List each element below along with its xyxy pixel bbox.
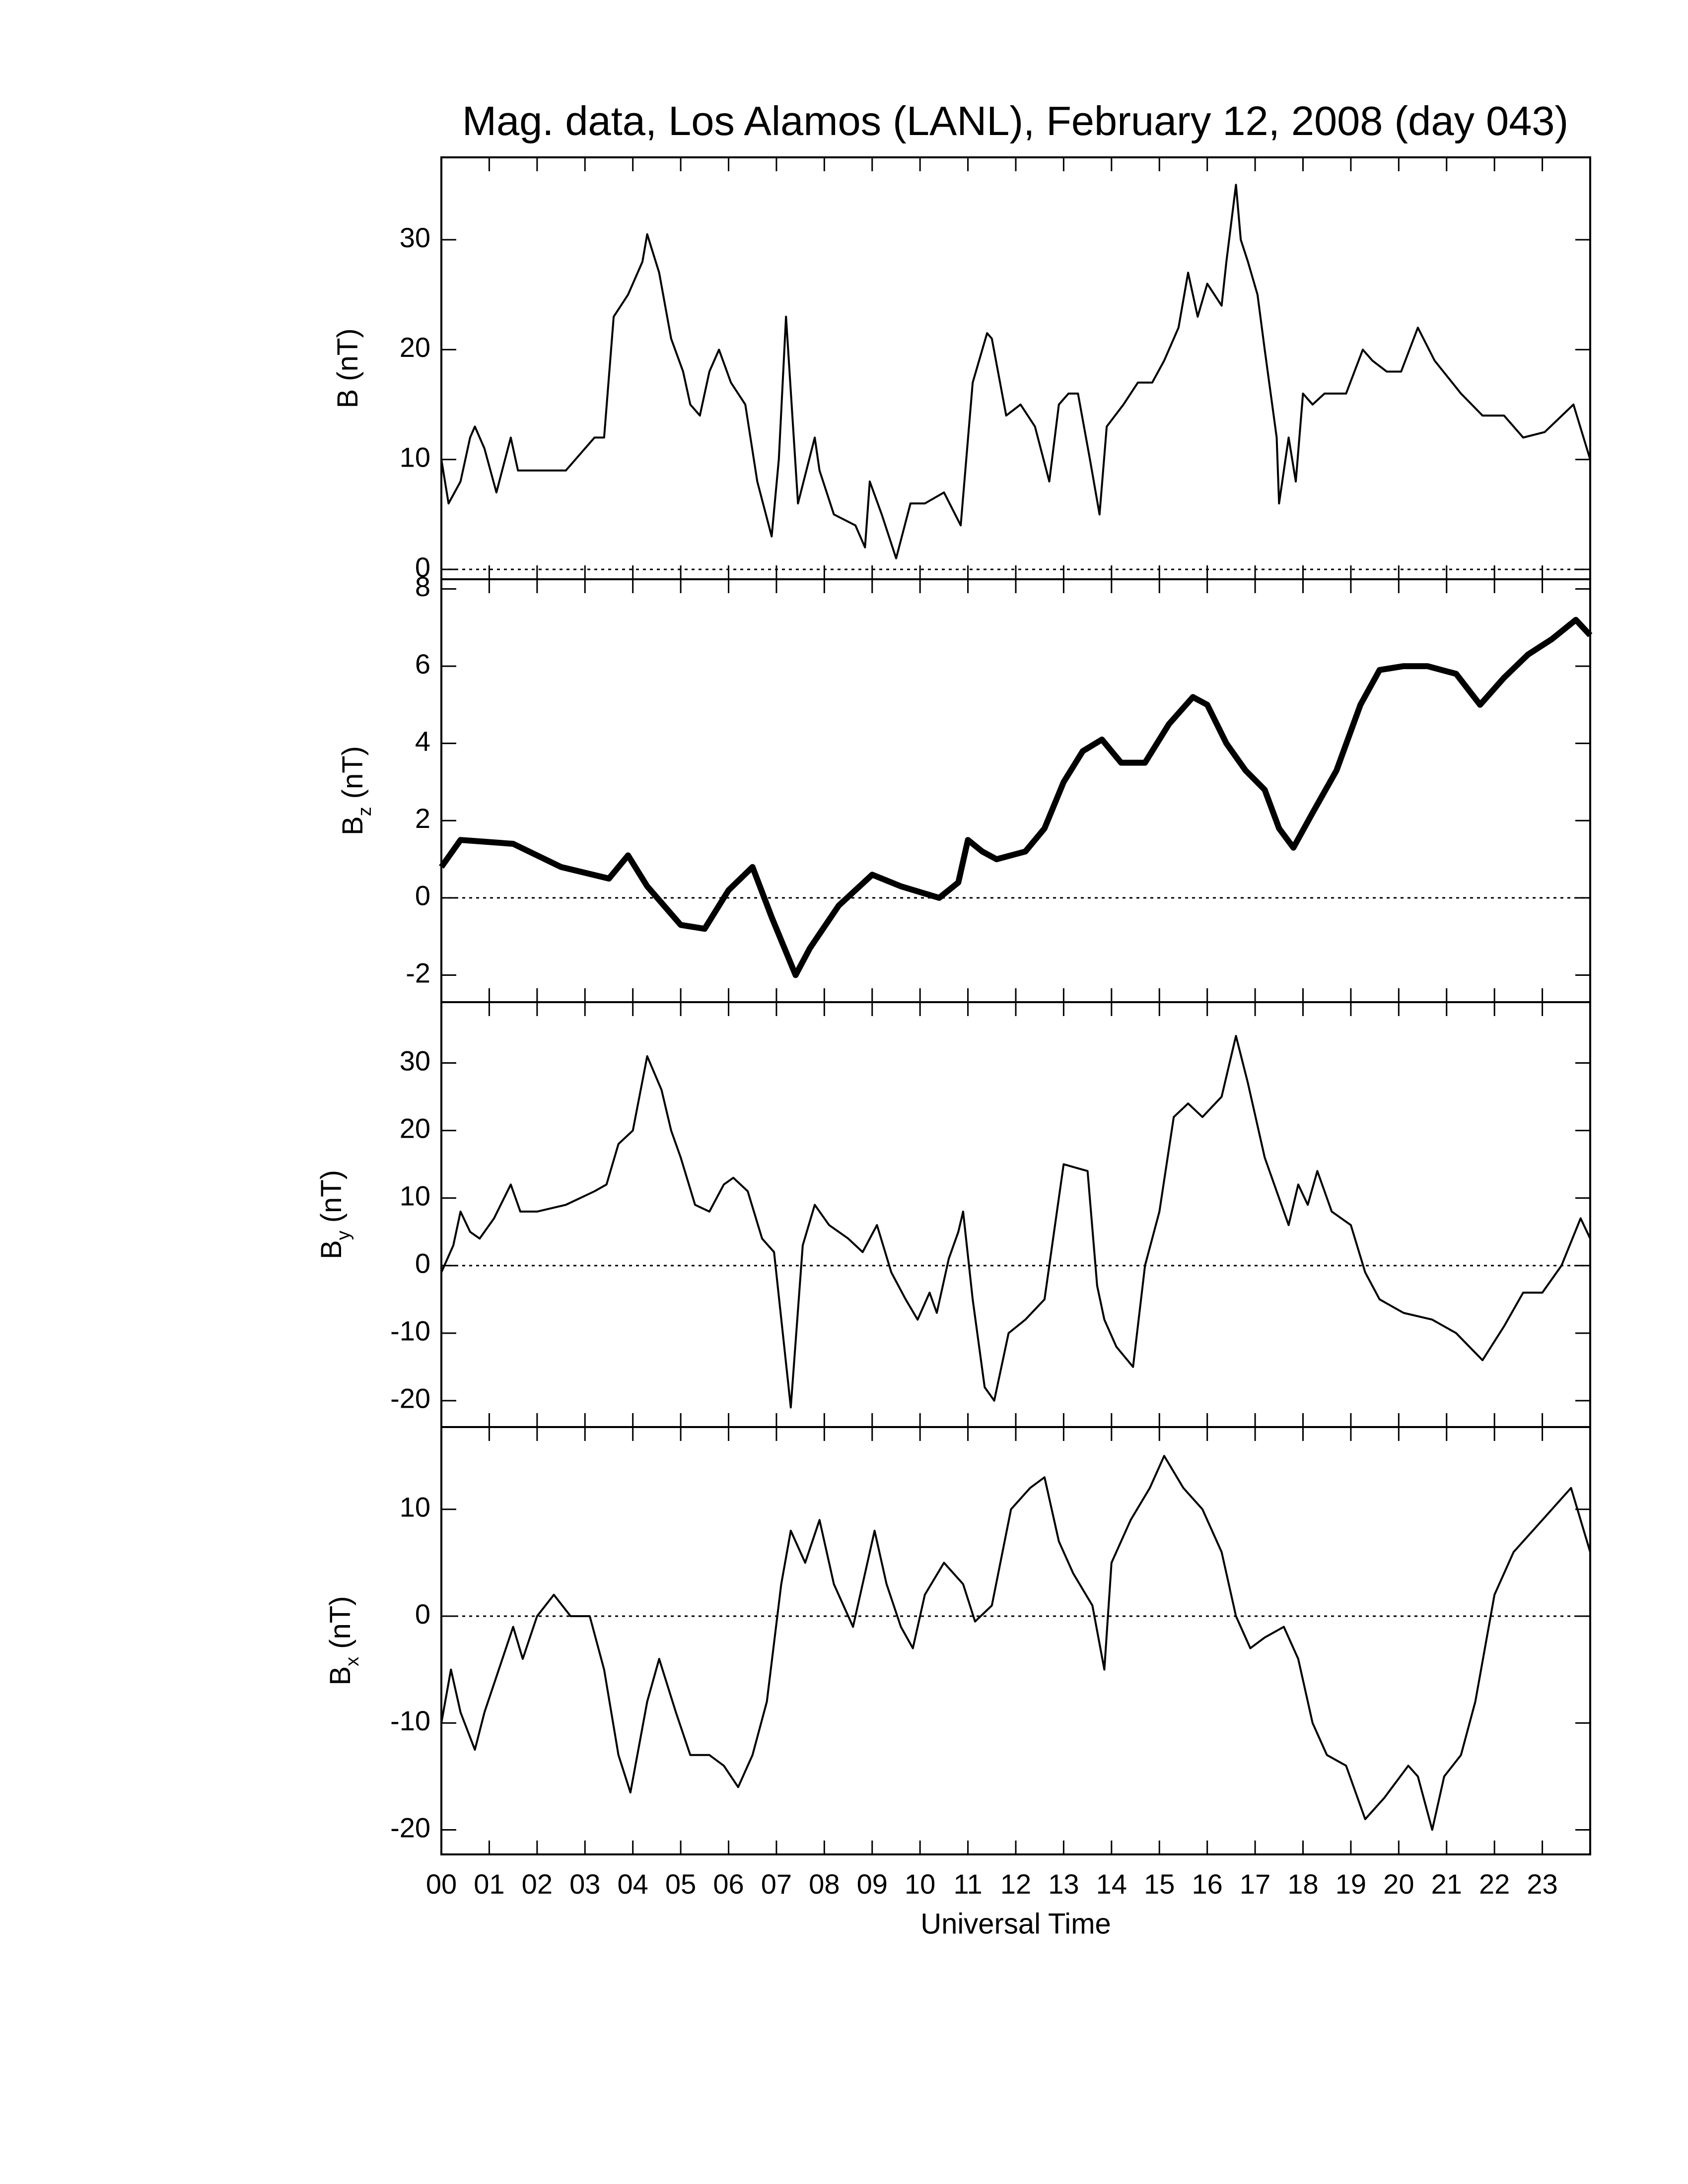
y-tick-label: -10	[390, 1705, 430, 1736]
x-tick-label: 08	[809, 1868, 840, 1900]
y-axis-label-text: B (nT)	[332, 328, 364, 408]
y-tick-label: 20	[400, 332, 430, 363]
data-line	[439, 616, 1593, 978]
x-tick-label: 10	[905, 1868, 935, 1900]
y-label-units: (nT)	[337, 746, 369, 799]
y-tick-label: 10	[400, 442, 430, 473]
x-tick-label: 18	[1287, 1868, 1318, 1900]
y-label-units: (nT)	[315, 1170, 348, 1223]
y-label-subscript: z	[354, 807, 375, 816]
data-line	[440, 1035, 1591, 1409]
x-tick-label: 06	[713, 1868, 744, 1900]
y-tick-label: 20	[400, 1112, 430, 1144]
x-tick-label: 16	[1192, 1868, 1223, 1900]
x-tick-label: 14	[1096, 1868, 1127, 1900]
y-tick-label: 10	[400, 1492, 430, 1523]
y-tick-label: 10	[400, 1180, 430, 1211]
plot-frame	[440, 1426, 1591, 1855]
y-label-symbol: B	[324, 1666, 356, 1686]
y-axis-label: B (nT)	[332, 328, 364, 408]
x-tick-label: 20	[1383, 1868, 1414, 1900]
x-tick-label: 05	[665, 1868, 696, 1900]
x-tick-label: 19	[1336, 1868, 1366, 1900]
data-line	[440, 184, 1591, 559]
y-axis-label-text: Bz (nT)	[337, 746, 375, 835]
data-line	[440, 1455, 1591, 1831]
y-tick-label: -20	[390, 1383, 430, 1414]
y-tick-label: 8	[415, 571, 430, 602]
y-axis-label-text: By (nT)	[315, 1170, 354, 1259]
y-label-units: (nT)	[332, 328, 364, 381]
x-axis-label: Universal Time	[920, 1908, 1111, 1940]
y-axis-label: Bx (nT)	[324, 1596, 363, 1685]
y-axis-label: By (nT)	[315, 1170, 354, 1259]
y-label-subscript: x	[342, 1657, 363, 1666]
y-tick-label: -2	[406, 957, 430, 988]
y-tick-label: 0	[415, 551, 430, 583]
x-tick-label: 22	[1479, 1868, 1510, 1900]
y-tick-label: 6	[415, 648, 430, 680]
y-tick-label: 0	[415, 1248, 430, 1279]
x-tick-label: 17	[1240, 1868, 1270, 1900]
x-tick-label: 11	[954, 1868, 983, 1900]
x-tick-label: 12	[1000, 1868, 1031, 1900]
y-tick-label: 0	[415, 880, 430, 911]
x-tick-label: 09	[857, 1868, 888, 1900]
y-tick-label: 2	[415, 803, 430, 834]
x-tick-label: 00	[426, 1868, 457, 1900]
x-tick-label: 01	[474, 1868, 504, 1900]
x-tick-label: 04	[618, 1868, 648, 1900]
y-tick-label: 0	[415, 1598, 430, 1630]
y-label-symbol: B	[337, 816, 369, 835]
x-tick-label: 13	[1048, 1868, 1079, 1900]
y-tick-label: 30	[400, 222, 430, 253]
y-label-units: (nT)	[324, 1596, 356, 1648]
x-tick-label: 07	[761, 1868, 792, 1900]
y-tick-label: 30	[400, 1045, 430, 1076]
y-axis-label-text: Bx (nT)	[324, 1596, 363, 1685]
x-tick-label: 03	[569, 1868, 600, 1900]
y-label-subscript: y	[333, 1230, 354, 1240]
y-label-symbol: B	[315, 1240, 348, 1259]
y-tick-label: 4	[415, 725, 430, 756]
y-tick-label: -10	[390, 1315, 430, 1347]
x-tick-label: 23	[1527, 1868, 1557, 1900]
chart-title: Mag. data, Los Alamos (LANL), February 1…	[462, 98, 1568, 144]
x-tick-label: 02	[522, 1868, 553, 1900]
y-axis-label: Bz (nT)	[337, 746, 375, 835]
x-tick-label: 15	[1144, 1868, 1175, 1900]
y-tick-label: -20	[390, 1812, 430, 1843]
x-tick-label: 21	[1431, 1868, 1462, 1900]
y-label-symbol: B	[332, 389, 364, 409]
